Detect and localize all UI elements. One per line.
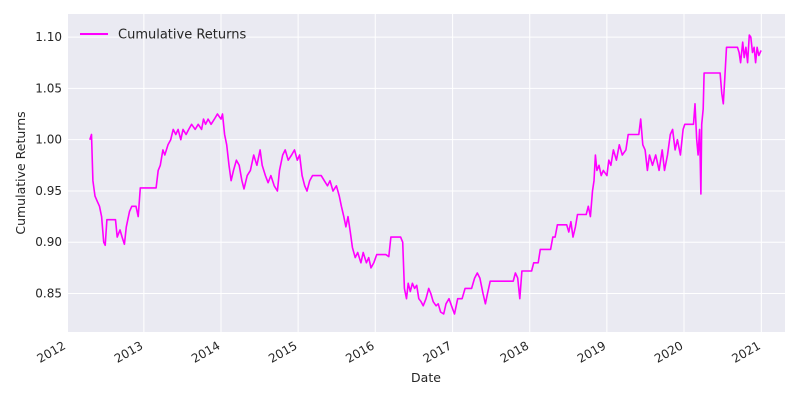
x-tick-label: 2021 <box>729 338 762 365</box>
plot-area <box>68 14 785 332</box>
x-tick-label: 2015 <box>266 338 299 365</box>
series-line <box>89 34 762 315</box>
x-tick-label: 2013 <box>112 338 145 365</box>
x-tick-label: 2016 <box>343 338 376 365</box>
series-layer <box>89 34 762 315</box>
y-tick-label: 0.95 <box>35 184 62 198</box>
x-axis-title: Date <box>411 370 441 385</box>
legend: Cumulative Returns <box>80 28 246 43</box>
x-tick-label: 2012 <box>35 338 68 365</box>
x-tick-label: 2019 <box>575 338 608 365</box>
grid <box>66 14 785 332</box>
x-tick-label: 2017 <box>421 338 454 365</box>
y-tick-label: 1.10 <box>35 30 62 44</box>
x-tick-label: 2018 <box>498 338 531 365</box>
y-tick-label: 1.05 <box>35 81 62 95</box>
y-tick-label: 0.90 <box>35 235 62 249</box>
x-tick-label: 2014 <box>189 338 222 365</box>
x-tick-label: 2020 <box>652 338 685 365</box>
y-tick-label: 0.85 <box>35 287 62 301</box>
legend-label: Cumulative Returns <box>118 28 246 43</box>
y-tick-label: 1.00 <box>35 133 62 147</box>
y-axis-title: Cumulative Returns <box>13 111 28 234</box>
